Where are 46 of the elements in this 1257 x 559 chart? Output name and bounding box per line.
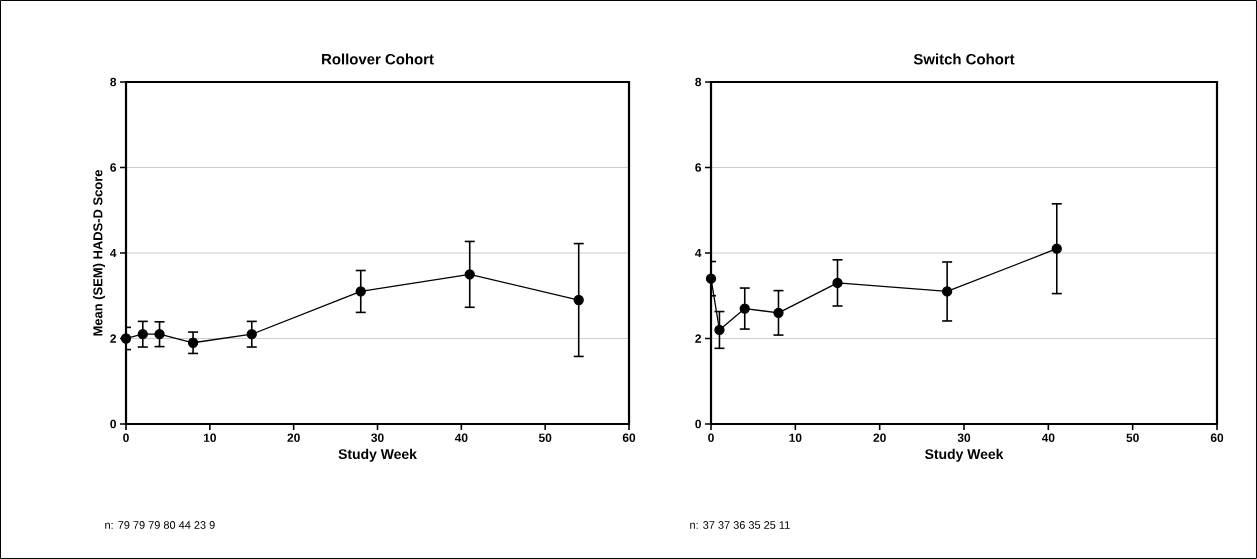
x-tick-label: 50 <box>1126 433 1139 442</box>
point <box>941 286 953 297</box>
x-tick-label: 10 <box>203 433 216 442</box>
x-tick-label: 30 <box>371 433 384 442</box>
point <box>714 324 725 336</box>
point <box>832 277 843 289</box>
chart-title: Switch Cohort <box>913 53 1015 65</box>
x-tick-label: 0 <box>123 433 129 442</box>
y-tick-label: 0 <box>110 419 116 429</box>
text: n: 37 37 36 35 25 11 <box>690 521 790 529</box>
y-tick-label: 0 <box>695 419 701 429</box>
point <box>705 273 717 284</box>
x-tick-label: 40 <box>1041 433 1055 442</box>
x-tick-label: 20 <box>287 433 300 442</box>
y-tick-label: 4 <box>110 248 117 258</box>
y-tick-label: 8 <box>110 77 117 87</box>
point <box>154 329 165 340</box>
x-tick-label: 10 <box>789 433 802 442</box>
x-tick-label: 0 <box>708 433 714 442</box>
y-tick-label: 6 <box>110 163 117 172</box>
y-tick-label: 2 <box>695 334 702 343</box>
x-axis-title: Study Week <box>338 448 417 462</box>
point <box>187 337 199 348</box>
point <box>739 303 750 314</box>
point <box>1051 243 1062 254</box>
x-tick-label: 50 <box>538 433 552 442</box>
point <box>464 269 475 280</box>
point <box>773 307 784 318</box>
point <box>137 329 148 340</box>
y-tick-label: 2 <box>110 334 117 343</box>
y-axis-title: Mean (SEM) HADS-D Score <box>92 169 105 336</box>
point <box>573 294 584 306</box>
chart-title: Rollover Cohort <box>322 53 434 65</box>
y-tick-label: 4 <box>695 248 702 258</box>
point <box>246 329 257 340</box>
y-tick-label: 6 <box>695 163 702 172</box>
x-tick-label: 40 <box>454 433 468 442</box>
point <box>120 333 132 344</box>
x-tick-label: 60 <box>1210 433 1224 442</box>
x-axis-title: Study Week <box>925 448 1004 462</box>
x-tick-label: 20 <box>873 433 886 442</box>
y-tick-label: 8 <box>695 77 702 87</box>
point <box>355 286 366 297</box>
x-tick-label: 30 <box>957 433 971 442</box>
text: n: 79 79 79 80 44 23 9 <box>105 521 215 529</box>
x-tick-label: 60 <box>622 433 636 442</box>
